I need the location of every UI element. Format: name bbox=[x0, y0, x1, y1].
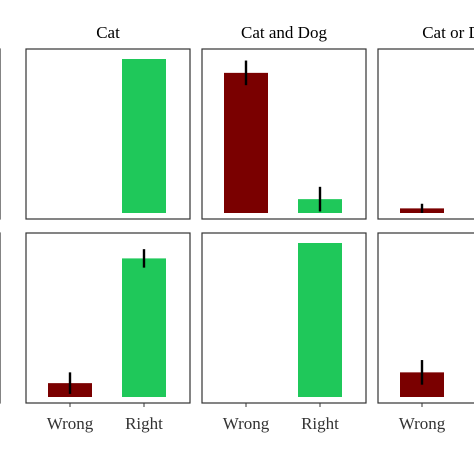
panel-frame bbox=[201, 232, 367, 404]
x-tick-label-right: Right bbox=[301, 414, 339, 433]
x-tick-label-wrong: Wrong bbox=[223, 414, 270, 433]
panel-frame bbox=[377, 48, 474, 220]
x-tick-labels: Wrong Right Wrong Right Wrong bbox=[47, 403, 446, 433]
panel-r1-c4 bbox=[377, 48, 474, 220]
panel-frame bbox=[377, 232, 474, 404]
column-title-cat-and-dog: Cat and Dog bbox=[241, 23, 327, 42]
panel-r2-c2 bbox=[25, 232, 191, 404]
panel-frame bbox=[25, 48, 191, 220]
bar-wrong bbox=[224, 72, 268, 213]
panel-r1-c3 bbox=[201, 48, 367, 220]
panel-frame bbox=[25, 232, 191, 404]
bar-right bbox=[122, 59, 166, 213]
panel-r2-c4 bbox=[377, 232, 474, 404]
x-tick-label-wrong: Wrong bbox=[399, 414, 446, 433]
bar-right bbox=[122, 258, 166, 397]
bar-right bbox=[298, 243, 342, 397]
panel-frame bbox=[201, 48, 367, 220]
column-title-cat: Cat bbox=[96, 23, 120, 42]
x-tick-label-right: Right bbox=[125, 414, 163, 433]
panels bbox=[0, 48, 474, 404]
x-tick-label-wrong: Wrong bbox=[47, 414, 94, 433]
panel-r1-c2 bbox=[25, 48, 191, 220]
column-titles: Cat Cat and Dog Cat or Dog bbox=[96, 23, 474, 42]
panel-r2-c3 bbox=[201, 232, 367, 404]
column-title-cat-or-dog: Cat or Dog bbox=[422, 23, 474, 42]
